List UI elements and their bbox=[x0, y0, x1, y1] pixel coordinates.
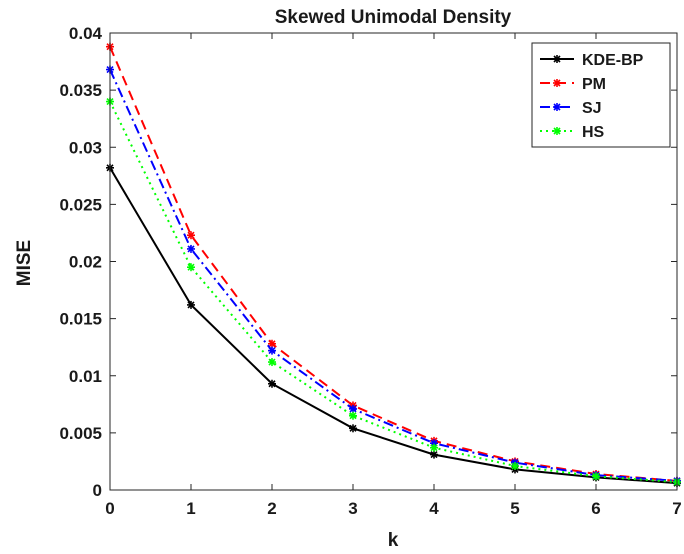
y-tick-label: 0.04 bbox=[69, 24, 103, 43]
data-point bbox=[187, 263, 195, 272]
legend-item: HS bbox=[540, 124, 605, 141]
y-tick-label: 0 bbox=[93, 481, 102, 500]
data-point bbox=[430, 443, 438, 452]
data-point bbox=[187, 244, 195, 253]
data-point bbox=[268, 379, 276, 388]
y-tick-label: 0.015 bbox=[59, 310, 102, 329]
y-tick-label: 0.035 bbox=[59, 81, 102, 100]
legend-marker bbox=[553, 79, 561, 87]
data-point bbox=[187, 231, 195, 240]
data-point bbox=[349, 404, 357, 413]
legend-label: SJ bbox=[582, 100, 602, 117]
x-tick-label: 3 bbox=[348, 499, 357, 518]
legend-label: PM bbox=[582, 76, 606, 93]
legend-item: SJ bbox=[540, 100, 602, 117]
x-axis-label: k bbox=[388, 530, 399, 551]
legend-label: HS bbox=[582, 124, 605, 141]
legend-item: KDE-BP bbox=[540, 52, 644, 69]
y-axis-label: MISE bbox=[14, 240, 35, 286]
data-point bbox=[268, 339, 276, 348]
data-point bbox=[187, 300, 195, 309]
series-line bbox=[109, 69, 678, 482]
y-tick-label: 0.025 bbox=[59, 195, 102, 214]
legend-marker bbox=[553, 103, 561, 111]
legend-marker bbox=[553, 55, 561, 63]
series-line bbox=[109, 101, 678, 483]
series-line bbox=[109, 46, 678, 482]
legend-item: PM bbox=[540, 76, 606, 93]
data-point bbox=[349, 424, 357, 433]
data-point bbox=[268, 358, 276, 367]
x-tick-label: 5 bbox=[510, 499, 519, 518]
x-tick-label: 6 bbox=[591, 499, 600, 518]
data-point bbox=[511, 462, 519, 471]
x-tick-label: 2 bbox=[267, 499, 276, 518]
legend: KDE-BP PM SJ HS bbox=[531, 42, 671, 148]
data-point bbox=[592, 472, 600, 481]
y-tick-label: 0.03 bbox=[69, 138, 102, 157]
y-tick-label: 0.01 bbox=[69, 367, 102, 386]
data-point bbox=[349, 411, 357, 420]
x-tick-label: 0 bbox=[105, 499, 114, 518]
data-point bbox=[430, 450, 438, 459]
data-point bbox=[268, 346, 276, 355]
x-tick-label: 4 bbox=[429, 499, 439, 518]
x-tick-label: 7 bbox=[672, 499, 681, 518]
chart-title: Skewed Unimodal Density bbox=[275, 7, 512, 28]
y-tick-label: 0.02 bbox=[69, 253, 102, 272]
y-tick-label: 0.005 bbox=[59, 424, 102, 443]
legend-label: KDE-BP bbox=[582, 52, 644, 69]
x-tick-label: 1 bbox=[186, 499, 195, 518]
legend-marker bbox=[553, 127, 561, 135]
series-line bbox=[109, 167, 678, 485]
plot-frame bbox=[109, 32, 678, 491]
